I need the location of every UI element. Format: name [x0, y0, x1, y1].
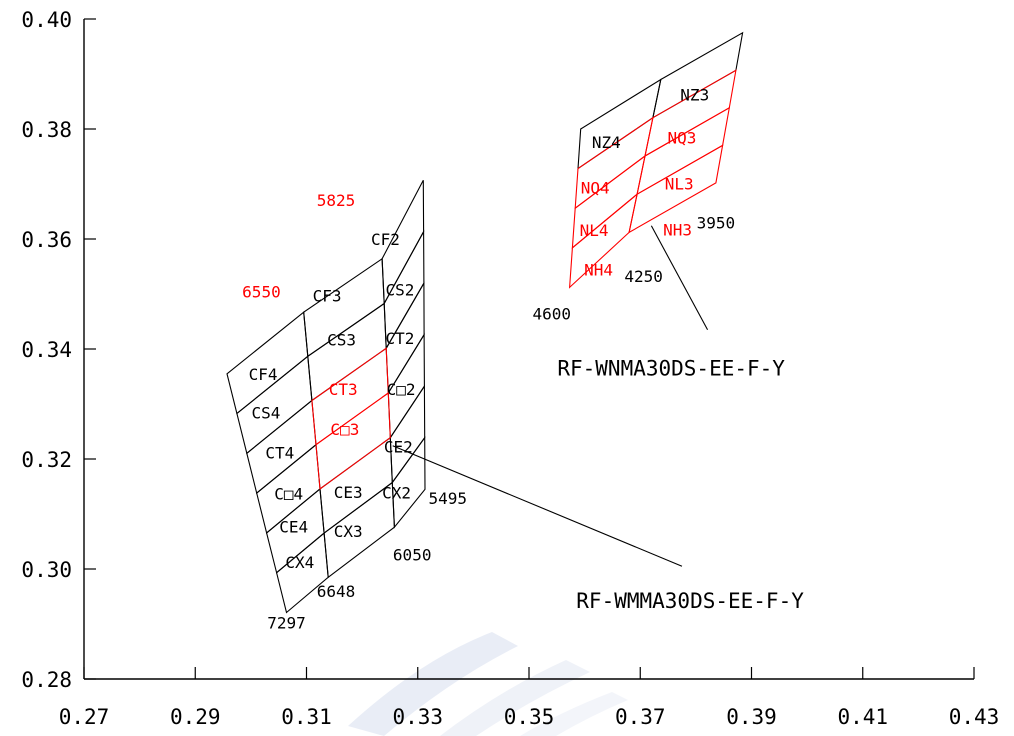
bin-cell-label: CX2 — [382, 484, 411, 503]
bin-cell-label: NH4 — [584, 260, 613, 279]
y-tick-label: 0.30 — [21, 558, 72, 582]
bin-group: NH4 NH3 NL4 NL3 NQ4 NQ3 NZ4 NZ3 4600 4250 3950 RF-W… — [533, 31, 785, 381]
cct-label: 6648 — [317, 582, 356, 601]
x-tick-label: 0.39 — [726, 705, 777, 729]
cct-label: 5825 — [317, 191, 356, 210]
bin-cell-label: NZ4 — [592, 133, 621, 152]
bin-cell-label: CF2 — [371, 230, 400, 249]
y-tick-label: 0.34 — [21, 338, 72, 362]
x-tick-label: 0.31 — [281, 705, 332, 729]
y-tick-label: 0.28 — [21, 668, 72, 692]
bin-cell-label: C□2 — [387, 380, 416, 399]
bin-cell-label: NZ3 — [680, 85, 709, 104]
bin-cell-label: CE3 — [334, 483, 363, 502]
bin-groups: CX4 CX3 CX2 CE4 CE3 CE2 C□4 C□3 C□2 CT4 CT3 CT2 CS4 C… — [226, 31, 804, 632]
group-name-label: RF-WNMA30DS-EE-F-Y — [557, 357, 785, 381]
y-tick-label: 0.38 — [21, 118, 72, 142]
y-tick-label: 0.40 — [21, 8, 72, 32]
watermark-logo — [348, 632, 628, 736]
watermark-swoosh — [348, 632, 518, 736]
y-tick-label: 0.32 — [21, 448, 72, 472]
bin-cell-label: NL3 — [665, 174, 694, 193]
bin-cell-outline — [315, 391, 391, 490]
bin-cell-label: CS4 — [251, 403, 280, 422]
cct-label: 3950 — [697, 214, 736, 233]
bin-cell-label: C□4 — [274, 485, 303, 504]
bin-cell-outline — [311, 347, 389, 446]
cct-label: 4250 — [624, 267, 663, 286]
x-tick-label: 0.43 — [949, 705, 1000, 729]
bin-cell-label: CX3 — [334, 522, 363, 541]
bin-cell-label: CT2 — [385, 329, 414, 348]
x-tick-label: 0.37 — [615, 705, 666, 729]
bin-cell-label: CF3 — [313, 287, 342, 306]
bin-cell-label: CS3 — [327, 331, 356, 350]
y-tick-label: 0.36 — [21, 228, 72, 252]
bin-cell-outline — [226, 311, 309, 415]
group-name-label: RF-WMMA30DS-EE-F-Y — [576, 589, 804, 613]
bin-cell-label: NL4 — [580, 221, 609, 240]
bin-cell-outline — [644, 69, 737, 158]
x-tick-label: 0.27 — [59, 705, 110, 729]
bin-cell-label: NQ4 — [581, 178, 610, 197]
bin-cell-label: CE2 — [384, 437, 413, 456]
bin-cell-label: CT4 — [265, 443, 294, 462]
x-tick-label: 0.41 — [837, 705, 888, 729]
leader-line — [650, 225, 709, 331]
bin-cell-label: CE4 — [279, 518, 308, 537]
cct-label: 6550 — [242, 282, 281, 301]
x-axis-ticks: 0.27 0.29 0.31 0.33 0.35 0.37 0.39 0.41 0.43 — [59, 667, 1000, 729]
bin-cell-outline — [389, 384, 426, 485]
axes: 0.27 0.29 0.31 0.33 0.35 0.37 0.39 0.41 0.43 0.2… — [21, 8, 999, 729]
cct-label: 4600 — [533, 304, 572, 323]
watermark-swoosh — [520, 692, 628, 736]
bin-cell-label: NQ3 — [668, 128, 697, 147]
bin-cell-label: CX4 — [285, 553, 314, 572]
y-axis-ticks: 0.28 0.30 0.32 0.34 0.36 0.38 0.40 — [21, 8, 96, 692]
bin-cell-outline — [577, 78, 662, 170]
x-tick-label: 0.33 — [392, 705, 443, 729]
bin-group: CX4 CX3 CX2 CE4 CE3 CE2 C□4 C□3 C□2 CT4 CT3 CT2 CS4 C… — [226, 179, 804, 632]
bin-cell-label: CS2 — [385, 281, 414, 300]
cct-label: 5495 — [429, 489, 468, 508]
leader-line — [392, 445, 683, 567]
bin-cell-label: NH3 — [663, 221, 692, 240]
x-tick-label: 0.29 — [170, 705, 221, 729]
bin-cell-label: CF4 — [249, 365, 278, 384]
bin-cell-outline — [652, 31, 744, 119]
x-tick-label: 0.35 — [504, 705, 555, 729]
bin-cell-label: C□3 — [330, 420, 359, 439]
cct-label: 7297 — [267, 613, 306, 632]
bin-cell-label: CT3 — [329, 380, 358, 399]
cct-label: 6050 — [393, 546, 432, 565]
bin-cell-outline — [381, 179, 425, 306]
